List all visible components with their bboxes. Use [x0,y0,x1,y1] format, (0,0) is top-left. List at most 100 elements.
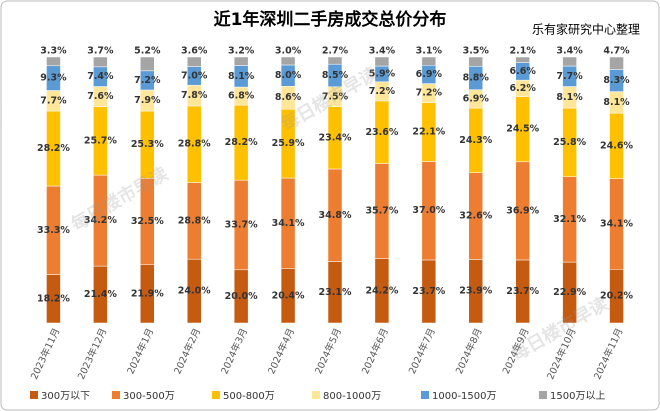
value-label: 6.9% [416,69,443,80]
value-label: 32.1% [553,214,586,225]
value-label: 20.0% [225,291,258,302]
value-label: 3.3% [40,46,67,57]
value-label: 20.4% [272,290,305,301]
value-label: 7.6% [87,91,114,102]
legend-swatch [112,391,120,399]
value-label: 37.0% [412,205,445,216]
value-label: 33.3% [37,225,70,236]
value-label: 9.3% [40,73,67,84]
bar-segment [374,56,390,67]
value-label: 28.2% [37,143,70,154]
value-label: 8.8% [463,73,490,84]
value-label: 28.8% [178,139,211,150]
value-label: 34.2% [84,215,117,226]
bar-segment [186,56,202,67]
value-label: 8.3% [603,75,630,86]
value-label: 20.2% [600,291,633,302]
value-label: 7.2% [416,88,443,99]
value-label: 24.0% [178,286,211,297]
value-label: 25.7% [84,135,117,146]
value-label: 8.6% [275,92,302,103]
value-label: 6.9% [463,93,490,104]
value-label: 25.9% [272,138,305,149]
value-label: 7.8% [181,90,208,101]
value-label: 21.9% [131,288,164,299]
value-label: 24.5% [506,124,539,135]
legend-label: 1500万以上 [550,390,605,402]
value-label: 3.4% [556,46,583,57]
value-label: 25.8% [553,137,586,148]
value-label: 22.9% [553,287,586,298]
value-label: 8.1% [228,71,255,82]
value-label: 21.4% [84,289,117,300]
legend-swatch [212,391,220,399]
value-label: 24.2% [365,285,398,296]
bar-segment [468,56,484,67]
chart-title: 近1年深圳二手房成交总价分布 [214,9,447,30]
bar-segment [233,56,249,66]
value-label: 34.1% [272,218,305,229]
value-label: 3.5% [463,46,490,57]
value-label: 23.4% [319,132,352,143]
value-label: 24.3% [459,135,492,146]
bar-segment [562,56,577,67]
value-label: 8.5% [322,70,349,81]
value-label: 7.7% [556,71,583,82]
value-label: 2.1% [510,46,537,57]
value-label: 32.5% [131,216,164,227]
value-label: 28.2% [225,137,258,148]
value-label: 7.2% [369,86,396,97]
value-label: 7.4% [87,71,114,82]
value-label: 7.7% [40,95,67,106]
value-label: 23.7% [412,286,445,297]
value-label: 34.8% [319,210,352,221]
legend-label: 300万以下 [41,391,90,402]
value-label: 23.1% [319,287,352,298]
bar-segment [140,56,155,72]
value-label: 3.1% [416,46,443,57]
value-label: 3.2% [228,46,255,57]
value-label: 7.9% [134,95,161,106]
legend-label: 800-1000万 [323,391,381,402]
value-label: 6.6% [510,66,537,77]
value-label: 2.7% [322,46,349,57]
value-label: 6.8% [228,91,255,102]
chart-subtitle: 乐有家研究中心整理 [532,22,640,37]
bar-segment [46,56,61,67]
legend-label: 500-800万 [223,391,275,402]
value-label: 18.2% [37,293,70,304]
value-label: 25.3% [131,139,164,150]
bar-segment [515,56,530,63]
value-label: 3.6% [181,46,208,57]
bar-segment [327,56,343,65]
value-label: 6.2% [510,83,537,94]
value-label: 5.9% [369,68,396,79]
legend-label: 300-500万 [123,391,175,402]
value-label: 24.6% [600,140,633,151]
bar-segment [280,56,296,66]
value-label: 34.1% [600,218,633,229]
value-label: 3.0% [275,46,302,57]
legend-label: 1000-1500万 [432,391,497,402]
bar-segment [421,56,437,66]
value-label: 5.2% [134,46,161,57]
legend-swatch [539,391,547,399]
bar-segment [609,56,624,70]
value-label: 23.9% [459,286,492,297]
value-label: 33.7% [225,219,258,230]
bar-segment [93,56,108,68]
value-label: 7.5% [322,91,349,102]
value-label: 3.7% [87,46,114,57]
value-label: 23.7% [506,286,539,297]
value-label: 22.1% [412,127,445,138]
value-label: 28.8% [178,215,211,226]
legend-swatch [421,391,429,399]
value-label: 8.1% [556,92,583,103]
legend-swatch [30,391,38,399]
value-label: 8.1% [603,97,630,108]
value-label: 32.6% [459,211,492,222]
value-label: 8.0% [275,70,302,81]
value-label: 36.9% [506,205,539,216]
value-label: 35.7% [365,206,398,217]
